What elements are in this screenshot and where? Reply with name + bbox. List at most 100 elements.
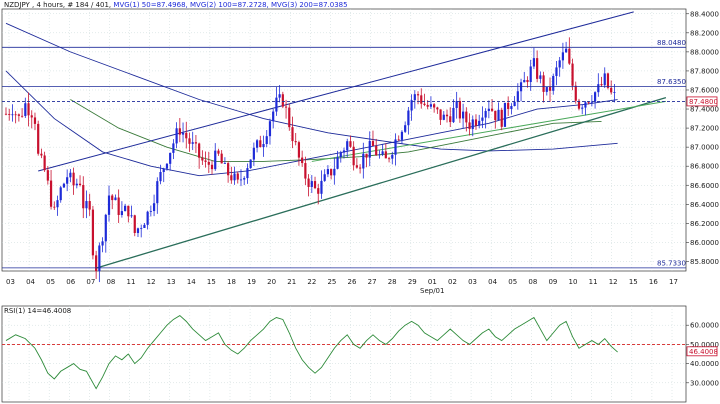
candle-body bbox=[207, 161, 210, 165]
candle-body bbox=[133, 215, 136, 233]
candle-body bbox=[111, 195, 114, 201]
x-tick-label: 11 bbox=[589, 278, 598, 286]
candle-body bbox=[478, 120, 481, 126]
rsi-line bbox=[5, 315, 618, 390]
y-tick-label: 86.6000 bbox=[690, 182, 719, 190]
candle-body bbox=[423, 103, 426, 105]
candle-body bbox=[387, 158, 391, 160]
x-tick-label: 15 bbox=[629, 278, 638, 286]
candle-body bbox=[11, 114, 14, 116]
candle-body bbox=[313, 181, 317, 189]
candle-body bbox=[88, 201, 91, 210]
candle-body bbox=[255, 140, 259, 148]
x-tick-label: 27 bbox=[368, 278, 377, 286]
candle-body bbox=[503, 102, 507, 127]
candle-body bbox=[581, 107, 584, 109]
candle-body bbox=[516, 91, 519, 102]
candle-body bbox=[362, 153, 365, 169]
candle-body bbox=[330, 169, 333, 176]
level-label-bg bbox=[656, 77, 685, 86]
candle-body bbox=[462, 111, 465, 119]
candle-body bbox=[275, 97, 278, 112]
candle-body bbox=[53, 206, 56, 208]
y-tick-label: 88.0000 bbox=[690, 48, 719, 56]
candle-body bbox=[371, 141, 375, 146]
candle-body bbox=[85, 201, 88, 209]
x-tick-label: 06 bbox=[66, 278, 75, 286]
x-tick-label: 17 bbox=[669, 278, 678, 286]
candle-body bbox=[568, 48, 571, 64]
candle-body bbox=[474, 119, 478, 126]
candle-body bbox=[259, 140, 262, 148]
candle-body bbox=[400, 131, 404, 140]
candle-body bbox=[33, 117, 37, 124]
candle-body bbox=[27, 103, 30, 116]
candle-body bbox=[62, 183, 66, 188]
candle-body bbox=[346, 141, 349, 151]
y-tick-label: 87.4000 bbox=[690, 106, 719, 114]
candle-body bbox=[14, 114, 17, 116]
candle-body bbox=[545, 87, 548, 92]
candle-body bbox=[539, 75, 542, 79]
candle-body bbox=[339, 152, 342, 158]
candle-body bbox=[236, 173, 239, 180]
x-tick-label: 13 bbox=[167, 278, 176, 286]
candle-body bbox=[513, 101, 516, 107]
y-tick-label: 88.2000 bbox=[690, 29, 719, 37]
candle-body bbox=[198, 143, 201, 158]
candle-body bbox=[526, 79, 529, 83]
candle-body bbox=[246, 168, 249, 179]
lower-trendline bbox=[95, 96, 667, 269]
gridlines bbox=[2, 9, 686, 402]
candle-body bbox=[384, 151, 387, 159]
candle-body bbox=[40, 153, 43, 156]
candle-body bbox=[162, 168, 165, 173]
candle-body bbox=[375, 145, 378, 156]
price-levels: 88.0480 87.6350 87.4800 85.7330 bbox=[2, 38, 718, 269]
candle-body bbox=[536, 58, 539, 79]
x-tick-label: 28 bbox=[388, 278, 397, 286]
candle-body bbox=[95, 255, 98, 272]
candle-body bbox=[565, 48, 568, 53]
x-tick-label: 19 bbox=[247, 278, 256, 286]
x-tick-label: 18 bbox=[227, 278, 236, 286]
candle-body bbox=[43, 155, 46, 171]
candle-body bbox=[220, 153, 223, 164]
candlesticks bbox=[4, 37, 616, 283]
candle-body bbox=[593, 92, 597, 102]
y-tick-label: 86.4000 bbox=[690, 201, 719, 209]
candle-body bbox=[590, 101, 593, 103]
candle-body bbox=[304, 163, 307, 179]
candle-body bbox=[265, 136, 268, 145]
candle-body bbox=[574, 85, 577, 101]
candle-body bbox=[587, 102, 590, 104]
x-tick-label: 01 bbox=[428, 278, 437, 286]
x-tick-label: 04 bbox=[488, 278, 497, 286]
candle-body bbox=[30, 115, 33, 118]
candle-body bbox=[172, 143, 175, 153]
y-tick-label: 86.8000 bbox=[690, 163, 719, 171]
price-axis: 88.4000 88.2000 88.0000 87.8000 87.6000 87.40… bbox=[686, 10, 719, 266]
candle-body bbox=[571, 63, 574, 86]
candle-body bbox=[381, 151, 384, 155]
candle-body bbox=[91, 209, 95, 256]
rsi-current-box bbox=[686, 346, 718, 357]
x-tick-label: 22 bbox=[307, 278, 316, 286]
candle-body bbox=[120, 211, 123, 215]
level-label: 88.0480 bbox=[657, 39, 686, 47]
candle-body bbox=[552, 75, 555, 91]
candle-body bbox=[606, 73, 610, 88]
candle-body bbox=[98, 245, 101, 272]
candle-body bbox=[610, 87, 613, 93]
candle-body bbox=[320, 180, 323, 194]
candle-body bbox=[494, 110, 497, 121]
candle-body bbox=[284, 106, 288, 108]
candle-body bbox=[140, 227, 143, 229]
candle-body bbox=[127, 205, 130, 217]
candle-body bbox=[24, 103, 27, 116]
candle-body bbox=[217, 150, 220, 154]
candle-body bbox=[433, 104, 436, 108]
candle-body bbox=[165, 163, 169, 169]
candle-body bbox=[223, 163, 226, 164]
candle-body bbox=[149, 211, 152, 212]
